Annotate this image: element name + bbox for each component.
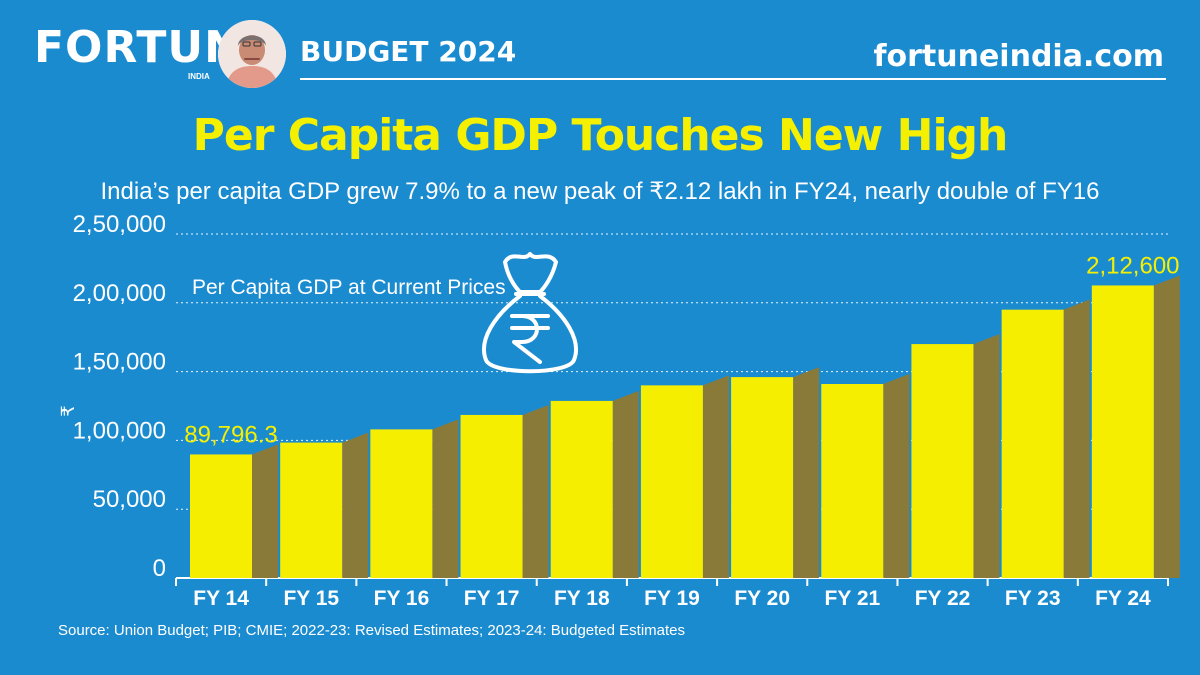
bar-side bbox=[702, 375, 729, 578]
budget-tag: BUDGET 2024 bbox=[300, 35, 517, 68]
x-tick-label: FY 17 bbox=[464, 587, 520, 610]
x-tick-label: FY 14 bbox=[193, 587, 249, 610]
bar bbox=[460, 414, 523, 578]
bar bbox=[370, 429, 433, 578]
bar-side bbox=[612, 390, 639, 578]
bar-side bbox=[252, 444, 278, 578]
page-subtitle: India’s per capita GDP grew 7.9% to a ne… bbox=[100, 178, 1100, 205]
x-tick-label: FY 18 bbox=[554, 587, 610, 610]
chart-title: Per Capita GDP at Current Prices bbox=[192, 276, 506, 299]
x-tick-label: FY 23 bbox=[1005, 587, 1061, 610]
bar bbox=[1091, 285, 1154, 578]
x-tick-label: FY 20 bbox=[734, 587, 790, 610]
bar-side bbox=[432, 419, 459, 578]
x-tick-label: FY 22 bbox=[915, 587, 971, 610]
bar bbox=[911, 344, 974, 578]
header-rule bbox=[300, 78, 1166, 80]
brand-sub: INDIA bbox=[188, 72, 210, 81]
bar bbox=[1001, 309, 1064, 578]
bar bbox=[550, 400, 613, 578]
bar bbox=[640, 385, 703, 578]
bar-side bbox=[1153, 275, 1180, 578]
bar-side bbox=[1063, 299, 1090, 578]
y-tick-label: 2,00,000 bbox=[73, 280, 166, 307]
data-label: 2,12,600 bbox=[1086, 252, 1179, 279]
bar-side bbox=[973, 334, 1000, 578]
bar bbox=[821, 383, 884, 578]
bar bbox=[190, 454, 252, 578]
bar-side bbox=[342, 432, 369, 578]
source-note: Source: Union Budget; PIB; CMIE; 2022-23… bbox=[58, 622, 686, 639]
y-tick-label: 50,000 bbox=[93, 486, 166, 513]
x-tick-label: FY 15 bbox=[283, 587, 339, 610]
page-title: Per Capita GDP Touches New High bbox=[192, 110, 1009, 161]
x-tick-label: FY 19 bbox=[644, 587, 700, 610]
money-bag-icon bbox=[482, 252, 578, 374]
bar bbox=[731, 377, 794, 578]
bar-side bbox=[883, 373, 910, 578]
data-label: 89,796.3 bbox=[184, 421, 277, 448]
bar bbox=[280, 442, 343, 578]
bar-side bbox=[522, 404, 549, 578]
site-url: fortuneindia.com bbox=[873, 39, 1164, 74]
y-tick-label: 2,50,000 bbox=[73, 211, 166, 238]
y-tick-label: 1,00,000 bbox=[73, 417, 166, 444]
x-tick-label: FY 21 bbox=[825, 587, 881, 610]
minister-portrait-icon bbox=[218, 20, 286, 88]
x-tick-label: FY 16 bbox=[374, 587, 430, 610]
y-tick-label: 1,50,000 bbox=[73, 349, 166, 376]
currency-axis-label: ₹ bbox=[58, 405, 79, 416]
bar-side bbox=[793, 367, 820, 578]
y-tick-label: 0 bbox=[153, 555, 166, 582]
x-tick-label: FY 24 bbox=[1095, 587, 1151, 610]
